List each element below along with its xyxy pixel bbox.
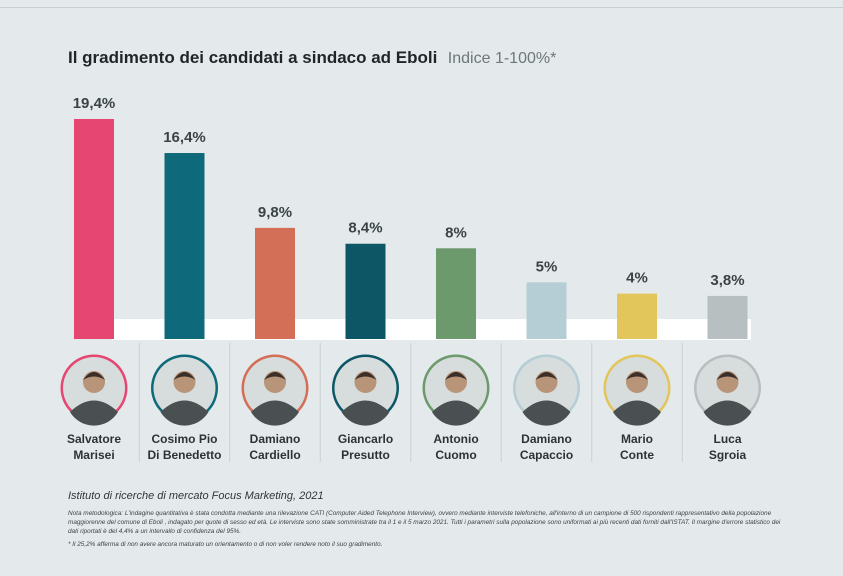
avatar-silhouette-hair — [716, 372, 739, 380]
bar-value-label: 19,4% — [73, 95, 116, 112]
bar — [526, 282, 567, 339]
bar — [255, 227, 295, 339]
avatar-silhouette-hair — [173, 372, 196, 380]
bar-value-label: 16,4% — [163, 129, 206, 146]
bar-value-label: 3,8% — [710, 272, 744, 289]
avatar-silhouette-hair — [626, 372, 648, 380]
avatar-silhouette-hair — [354, 372, 377, 380]
bar-chart: 19,4% Salvatore Marisei 16,4% Cosimo Pio Di B… — [60, 95, 761, 462]
bar-value-label: 8,4% — [348, 220, 382, 237]
candidate-last-name: Di Benedetto — [147, 448, 221, 462]
candidate-last-name: Presutto — [341, 448, 390, 462]
bar — [74, 119, 114, 339]
candidate-last-name: Capaccio — [520, 448, 573, 462]
avatar-silhouette-hair — [445, 372, 467, 380]
avatar-silhouette-body — [703, 400, 752, 426]
candidate-first-name: Luca — [713, 432, 741, 446]
avatar-silhouette-body — [160, 400, 209, 426]
avatar-silhouette-body — [613, 400, 661, 426]
bar — [436, 248, 476, 339]
avatar-silhouette-body — [341, 400, 390, 426]
candidate-first-name: Damiano — [250, 432, 301, 446]
candidate-last-name: Cardiello — [249, 448, 300, 462]
candidate-first-name: Cosimo Pio — [151, 432, 217, 446]
bar-value-label: 9,8% — [258, 204, 292, 221]
chart-title: Il gradimento dei candidati a sindaco ad… — [68, 48, 438, 67]
bar-value-label: 5% — [536, 258, 558, 275]
avatar-silhouette-body — [70, 400, 118, 426]
avatar-silhouette-body — [251, 400, 299, 426]
candidate-last-name: Sgroia — [709, 448, 747, 462]
candidate-first-name: Mario — [621, 432, 653, 446]
footnote: * Il 25,2% afferma di non avere ancora m… — [68, 541, 383, 548]
candidate-last-name: Conte — [620, 448, 654, 462]
bar — [164, 153, 205, 339]
candidate-first-name: Giancarlo — [338, 432, 393, 446]
bar — [707, 295, 748, 339]
avatar-silhouette-body — [432, 400, 480, 426]
source-credit: Istituto di ricerche di mercato Focus Ma… — [68, 490, 324, 502]
bar-value-label: 8% — [445, 224, 467, 241]
bar — [617, 293, 657, 339]
candidate-last-name: Cuomo — [435, 448, 476, 462]
chart-header: Il gradimento dei candidati a sindaco ad… — [68, 48, 556, 68]
candidate-first-name: Antonio — [433, 432, 478, 446]
top-rule — [0, 7, 843, 8]
avatar-silhouette-hair — [535, 372, 558, 380]
avatar-silhouette-hair — [83, 372, 105, 380]
avatar-silhouette-body — [522, 400, 571, 426]
chart-subtitle: Indice 1-100%* — [447, 50, 557, 67]
candidate-last-name: Marisei — [73, 448, 114, 462]
methodology-note: Nota metodologica: L'indagine quantitati… — [68, 510, 781, 535]
avatar-silhouette-hair — [264, 372, 286, 380]
bar — [345, 243, 386, 339]
candidate-first-name: Damiano — [521, 432, 572, 446]
candidate-first-name: Salvatore — [67, 432, 121, 446]
bar-value-label: 4% — [626, 270, 648, 287]
